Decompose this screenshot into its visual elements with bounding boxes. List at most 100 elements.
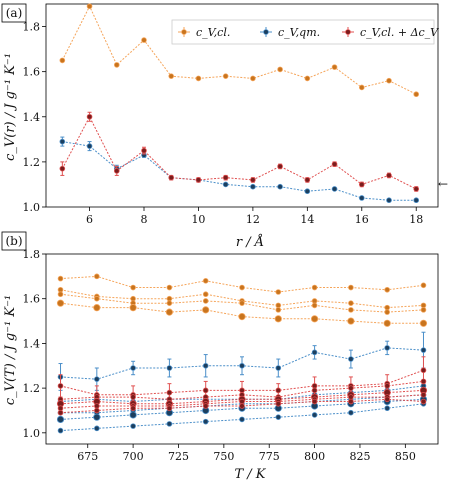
series-line xyxy=(62,141,417,201)
data-point xyxy=(277,183,283,190)
data-point xyxy=(420,347,427,353)
data-point xyxy=(166,365,173,371)
y-tick-label: 1.8 xyxy=(23,21,41,34)
data-point xyxy=(166,284,173,291)
data-point xyxy=(348,284,354,291)
series-line xyxy=(60,403,424,432)
data-point xyxy=(239,284,245,291)
series-line xyxy=(60,380,424,400)
y-tick-label: 1.4 xyxy=(23,111,41,124)
annotation-arrow: ← xyxy=(438,177,448,191)
data-point xyxy=(239,362,245,369)
data-point xyxy=(311,349,318,356)
data-point xyxy=(277,66,283,73)
data-point xyxy=(202,306,210,314)
legend-box xyxy=(171,19,435,45)
data-point xyxy=(166,405,173,412)
data-point xyxy=(358,195,365,201)
data-point xyxy=(168,73,175,79)
series-line xyxy=(60,398,424,420)
series-line xyxy=(60,398,424,414)
data-point xyxy=(420,282,427,289)
y-tick-label: 1.6 xyxy=(23,66,41,79)
data-point xyxy=(195,177,202,183)
data-point xyxy=(238,312,246,321)
data-point xyxy=(202,418,209,425)
data-point xyxy=(384,396,390,403)
x-tick-label: 18 xyxy=(409,213,423,226)
y-tick-label: 1.0 xyxy=(23,427,41,440)
x-tick-label: 750 xyxy=(213,450,234,463)
data-point xyxy=(94,407,100,414)
data-point xyxy=(57,427,64,434)
data-point xyxy=(275,400,282,407)
data-point xyxy=(358,181,365,188)
data-point xyxy=(358,84,365,91)
data-point xyxy=(250,75,256,82)
y-tick-label: 1.2 xyxy=(23,156,41,169)
panel-a-frame xyxy=(45,3,439,208)
data-point xyxy=(168,174,175,181)
legend-swatch-marker xyxy=(263,29,269,35)
data-point xyxy=(239,416,245,423)
series-line xyxy=(61,115,417,190)
panel-b-ticks: 675 700 725 750 775 800 825 850 1.0 1.2 1.4 1.6 1.8 xyxy=(23,248,416,463)
data-point xyxy=(275,414,282,420)
data-point xyxy=(202,403,209,409)
data-point xyxy=(348,385,354,391)
data-point xyxy=(166,421,173,427)
data-point xyxy=(383,319,391,327)
legend-swatch-marker xyxy=(181,29,187,35)
data-point xyxy=(57,383,64,389)
data-point xyxy=(57,291,64,298)
data-point xyxy=(222,174,229,181)
data-point xyxy=(202,362,209,369)
data-point xyxy=(311,302,318,309)
panel-a-label-box xyxy=(1,3,27,23)
data-point xyxy=(384,286,390,293)
x-tick-label: 800 xyxy=(304,450,325,463)
data-point xyxy=(113,62,120,68)
legend-entry: c_V,cl. + Δc_V xyxy=(360,26,439,39)
panel-a-series xyxy=(59,3,420,204)
data-point xyxy=(86,3,93,10)
data-point xyxy=(311,387,318,394)
data-point xyxy=(86,143,93,149)
data-point xyxy=(202,298,209,304)
data-point xyxy=(420,367,427,374)
x-tick-label: 10 xyxy=(191,213,205,226)
data-point xyxy=(94,295,100,302)
data-point xyxy=(384,383,390,389)
data-point xyxy=(57,275,64,282)
data-point xyxy=(347,317,355,325)
data-point xyxy=(420,378,427,385)
panel-a-ylabel: c_V(r) / J g⁻¹ K⁻¹ xyxy=(3,53,18,161)
data-point xyxy=(311,284,318,291)
data-point xyxy=(275,365,282,371)
x-tick-label: 6 xyxy=(86,213,93,226)
data-point xyxy=(130,284,136,291)
y-tick-label: 1.8 xyxy=(23,248,41,261)
data-point xyxy=(304,177,311,183)
data-point xyxy=(195,75,202,82)
data-point xyxy=(348,356,354,362)
y-tick-label: 1.6 xyxy=(23,293,41,306)
data-point xyxy=(331,64,338,70)
x-tick-label: 12 xyxy=(246,213,260,226)
x-tick-label: 675 xyxy=(77,450,98,463)
data-point xyxy=(57,409,64,416)
legend-entry: c_V,qm. xyxy=(278,26,320,39)
series-line xyxy=(61,5,417,95)
panel-a-xlabel: r / Å xyxy=(236,234,264,250)
data-point xyxy=(386,172,392,179)
data-point xyxy=(129,411,137,419)
x-tick-label: 8 xyxy=(141,213,148,226)
x-tick-label: 775 xyxy=(259,450,280,463)
panel-a: 6 8 10 12 14 16 18 1.0 1.2 1.4 1.6 1.8 (a) ← c_V,cl… xyxy=(1,3,448,250)
data-point xyxy=(86,113,93,120)
data-point xyxy=(420,392,427,398)
data-point xyxy=(275,307,282,313)
data-point xyxy=(202,278,209,284)
data-point xyxy=(93,413,101,421)
y-tick-label: 1.2 xyxy=(23,382,41,395)
